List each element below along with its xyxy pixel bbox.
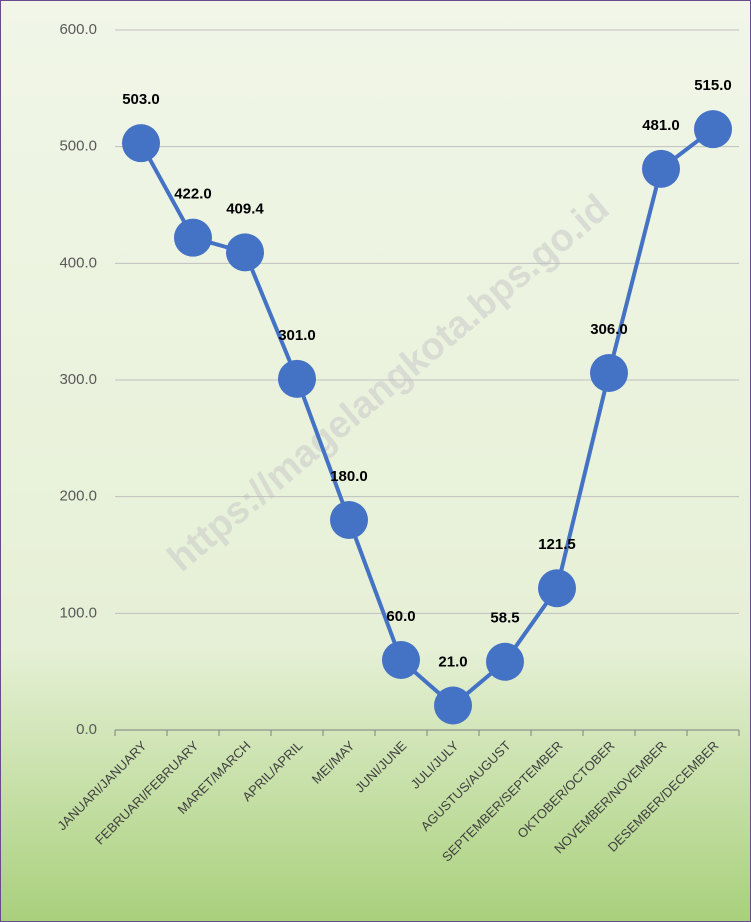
y-tick-label: 400.0 — [59, 254, 97, 271]
value-label: 306.0 — [590, 321, 628, 338]
value-label: 422.0 — [174, 186, 212, 203]
marker — [642, 149, 680, 188]
marker — [122, 124, 160, 163]
y-tick-label: 600.0 — [59, 21, 97, 38]
marker — [486, 642, 524, 681]
value-label: 58.5 — [490, 610, 519, 627]
marker — [434, 686, 472, 725]
y-tick-label: 100.0 — [59, 604, 97, 621]
marker — [174, 218, 212, 257]
value-label: 503.0 — [122, 91, 160, 108]
marker — [330, 501, 368, 539]
marker — [590, 354, 628, 392]
marker — [538, 569, 576, 608]
y-tick-label: 0.0 — [76, 721, 97, 738]
marker — [382, 641, 420, 679]
marker — [226, 233, 264, 272]
value-label: 301.0 — [278, 327, 316, 344]
value-label: 481.0 — [642, 117, 680, 134]
value-label: 60.0 — [386, 608, 415, 625]
value-label: 21.0 — [438, 653, 467, 670]
value-label: 515.0 — [694, 77, 732, 94]
value-label: 180.0 — [330, 468, 368, 485]
y-tick-label: 200.0 — [59, 488, 97, 505]
marker — [278, 359, 316, 398]
value-label: 409.4 — [226, 200, 264, 217]
y-tick-label: 500.0 — [59, 138, 97, 155]
marker — [694, 110, 732, 149]
value-label: 121.5 — [538, 536, 576, 553]
y-tick-label: 300.0 — [59, 371, 97, 388]
